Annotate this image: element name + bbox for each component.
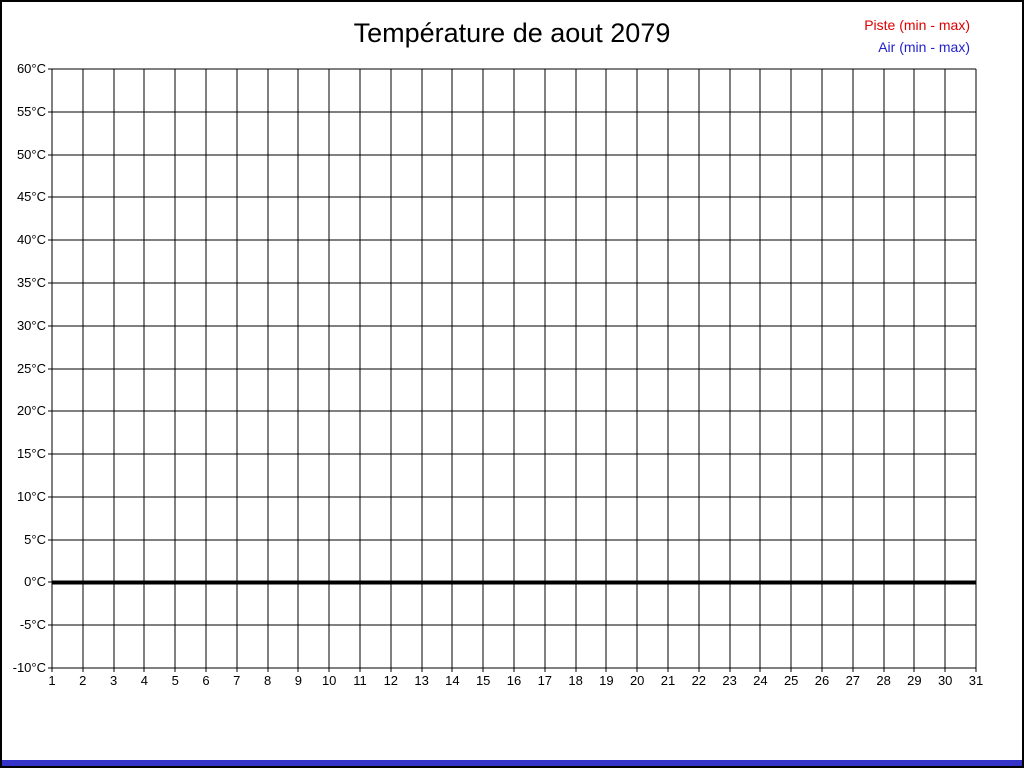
plot-area bbox=[48, 68, 977, 672]
bottom-status-bar bbox=[2, 760, 1022, 766]
x-tick-label: 15 bbox=[475, 673, 491, 688]
x-tick-label: 18 bbox=[568, 673, 583, 688]
x-tick-label: 10 bbox=[321, 673, 337, 688]
x-tick-label: 5 bbox=[171, 673, 179, 688]
x-tick-label: 13 bbox=[414, 673, 429, 688]
x-tick-label: 23 bbox=[722, 673, 737, 688]
y-tick-label: 0°C bbox=[24, 574, 46, 590]
y-tick-label: 45°C bbox=[16, 189, 46, 205]
x-tick-label: 28 bbox=[876, 673, 891, 688]
x-tick-label: 9 bbox=[294, 673, 302, 688]
y-tick-label: 60°C bbox=[16, 61, 46, 76]
x-tick-label: 19 bbox=[599, 673, 614, 688]
x-tick-label: 25 bbox=[783, 673, 799, 688]
chart-title: Température de aout 2079 bbox=[353, 18, 671, 48]
legend-item-air: Air (min - max) bbox=[878, 39, 970, 55]
x-tick-label: 27 bbox=[845, 673, 861, 688]
y-tick-label: 15°C bbox=[16, 446, 46, 462]
x-tick-label: 17 bbox=[537, 673, 553, 688]
x-tick-label: 20 bbox=[629, 673, 645, 688]
x-tick-label: 29 bbox=[907, 673, 922, 688]
x-tick-label: 3 bbox=[109, 673, 118, 688]
x-tick-label: 26 bbox=[814, 673, 830, 688]
y-tick-label: 10°C bbox=[16, 488, 46, 504]
y-tick-label: 50°C bbox=[16, 146, 46, 162]
x-tick-label: 16 bbox=[506, 673, 522, 688]
y-tick-label: -5°C bbox=[19, 617, 46, 633]
y-tick-label: 25°C bbox=[16, 360, 46, 376]
x-tick-label: 21 bbox=[660, 673, 676, 688]
x-tick-label: 1 bbox=[48, 673, 56, 688]
x-tick-label: 6 bbox=[202, 673, 210, 688]
y-tick-label: -10°C bbox=[12, 660, 46, 675]
x-tick-label: 4 bbox=[140, 673, 148, 688]
x-tick-label: 8 bbox=[263, 673, 272, 688]
x-tick-label: 22 bbox=[691, 673, 707, 688]
x-tick-label: 14 bbox=[445, 673, 460, 688]
x-tick-label: 24 bbox=[753, 673, 768, 688]
legend-item-piste: Piste (min - max) bbox=[864, 17, 970, 33]
x-tick-label: 30 bbox=[937, 673, 953, 688]
x-tick-label: 2 bbox=[79, 673, 87, 688]
y-tick-label: 55°C bbox=[16, 103, 46, 119]
grid bbox=[48, 68, 977, 672]
x-tick-label: 7 bbox=[233, 673, 241, 688]
y-tick-label: 35°C bbox=[16, 274, 46, 290]
x-tick-label: 12 bbox=[383, 673, 399, 688]
y-tick-label: 20°C bbox=[16, 403, 46, 419]
y-tick-label: 5°C bbox=[24, 531, 46, 547]
x-tick-label: 31 bbox=[968, 673, 984, 688]
y-tick-label: 40°C bbox=[16, 232, 46, 248]
chart-legend: Piste (min - max) Air (min - max) bbox=[864, 14, 970, 58]
y-tick-label: 30°C bbox=[16, 317, 46, 333]
x-tick-label: 11 bbox=[353, 673, 367, 688]
